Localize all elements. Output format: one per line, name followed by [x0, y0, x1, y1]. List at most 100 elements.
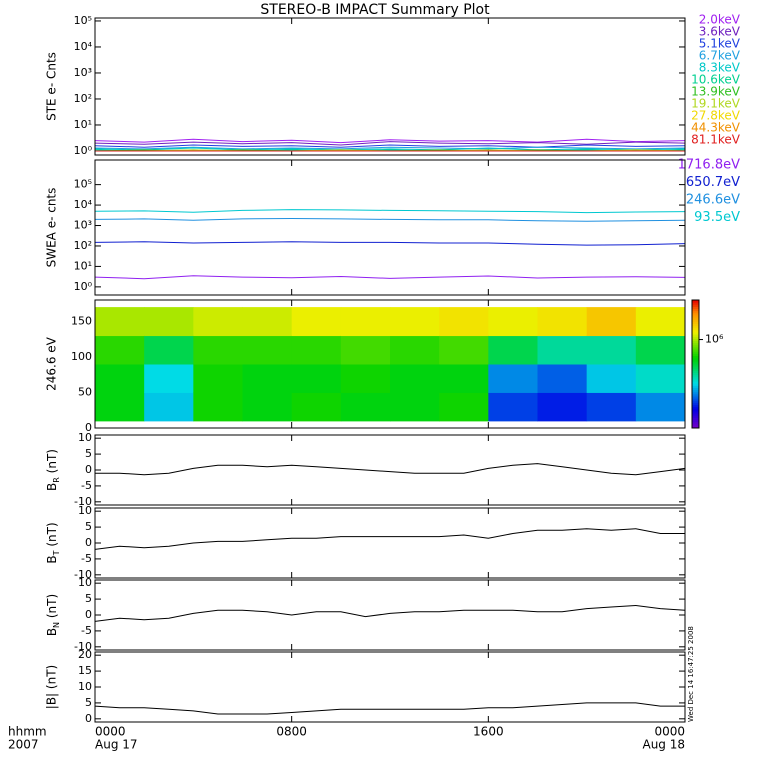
colorbar-step [692, 421, 699, 425]
colorbar-step [692, 338, 699, 342]
colorbar-step [692, 353, 699, 356]
heatmap-cell [488, 392, 538, 422]
y-axis-label-main: B [45, 555, 59, 563]
colorbar-step [692, 404, 699, 408]
x-tick-label: 0800 [276, 725, 307, 739]
legend-label: 13.9keV [691, 85, 741, 99]
y-tick-label: 10² [74, 239, 92, 252]
series-line [95, 146, 685, 150]
heatmap-cell [586, 392, 637, 422]
y-tick-label: 10⁵ [74, 178, 92, 191]
heatmap-cell [340, 307, 391, 337]
colorbar-step [692, 389, 699, 393]
y-axis-label-unit: (nT) [45, 594, 59, 618]
heatmap-cell [537, 364, 588, 393]
colorbar-step [692, 366, 699, 369]
y-tick-label: -10 [74, 640, 92, 653]
y-tick-label: 0 [85, 536, 92, 549]
colorbar-step [692, 310, 699, 314]
legend-label: 10.6keV [691, 73, 741, 87]
heatmap-cell [144, 364, 194, 393]
series-line [95, 275, 685, 280]
y-tick-label: 5 [85, 592, 92, 605]
colorbar-step [692, 383, 699, 386]
heatmap-cell [635, 307, 685, 337]
heatmap-cell [291, 307, 342, 337]
heatmap-cell [439, 392, 489, 422]
plot-area [95, 528, 685, 550]
y-axis-label: STE e- Cnts [45, 52, 59, 121]
y-tick-label: 20 [78, 648, 92, 661]
heatmap-cell [635, 364, 685, 393]
plot-area [95, 604, 685, 622]
heatmap-cell [95, 307, 145, 337]
colorbar-step [692, 419, 699, 423]
colorbar-step [692, 381, 699, 384]
y-tick-label: 10 [78, 576, 92, 589]
heatmap-cell [193, 364, 243, 393]
y-tick-label: 10¹ [74, 118, 92, 131]
x-tick-label: 0000 [95, 725, 126, 739]
date-label: Aug 17 [95, 738, 138, 752]
heatmap-cell [340, 392, 391, 422]
panel-frame [94, 651, 686, 723]
series-line [95, 528, 685, 550]
heatmap-cell [95, 392, 145, 422]
y-tick-label: 5 [85, 447, 92, 460]
colorbar-step [692, 302, 699, 305]
colorbar-step [692, 387, 699, 391]
series-line [95, 241, 685, 246]
footer-timestamp: Wed Dec 14 16:47:25 2008 [687, 626, 695, 722]
plot-area [95, 463, 685, 476]
colorbar-step [692, 408, 699, 412]
colorbar-step [692, 417, 699, 420]
heatmap-cell [439, 307, 489, 337]
heatmap-cell [95, 335, 145, 365]
plot-area [95, 138, 685, 152]
series-line [95, 209, 685, 214]
heatmap-cell [242, 364, 293, 393]
y-tick-label: 0 [85, 463, 92, 476]
heatmap-cell [390, 392, 440, 422]
y-tick-label: 50 [78, 385, 92, 398]
y-tick-label: 5 [85, 520, 92, 533]
colorbar-step [692, 342, 699, 346]
colorbar-step [692, 374, 699, 378]
y-axis-label: SWEA e- cnts [45, 188, 59, 268]
colorbar-step [692, 370, 699, 374]
heatmap-cell [193, 392, 243, 422]
legend-label: 2.0keV [699, 13, 741, 27]
y-tick-label: -5 [81, 552, 92, 565]
plot-area [95, 702, 685, 715]
colorbar-step [692, 361, 699, 365]
colorbar-step [692, 334, 699, 337]
y-tick-label: 5 [85, 696, 92, 709]
heatmap-cell [242, 307, 293, 337]
colorbar-step [692, 376, 699, 380]
colorbar-step [692, 391, 699, 395]
y-tick-label: -5 [81, 479, 92, 492]
panel-frame [94, 579, 686, 651]
y-axis-label-sub: R [52, 477, 61, 483]
heatmap-cell [291, 392, 342, 422]
y-tick-label: 15 [78, 664, 92, 677]
series-line [95, 147, 685, 151]
colorbar-step [692, 364, 699, 367]
legend-label: 27.8keV [691, 109, 741, 123]
panel-frame [94, 17, 686, 156]
series-line [95, 702, 685, 715]
colorbar-step [692, 308, 699, 312]
colorbar-step [692, 406, 699, 410]
colorbar-step [692, 357, 699, 361]
series-line [95, 604, 685, 622]
panel-frame [94, 299, 686, 429]
colorbar-tick-label: 10⁶ [705, 333, 724, 346]
heatmap-cell [390, 307, 440, 337]
colorbar-step [692, 323, 699, 327]
heatmap-cell [95, 364, 145, 393]
legend-label: 44.3keV [691, 121, 741, 135]
heatmap-cell [193, 335, 243, 365]
heatmap-cell [586, 364, 637, 393]
y-axis-label: BR (nT) [45, 449, 61, 491]
heatmap-cell [488, 335, 538, 365]
